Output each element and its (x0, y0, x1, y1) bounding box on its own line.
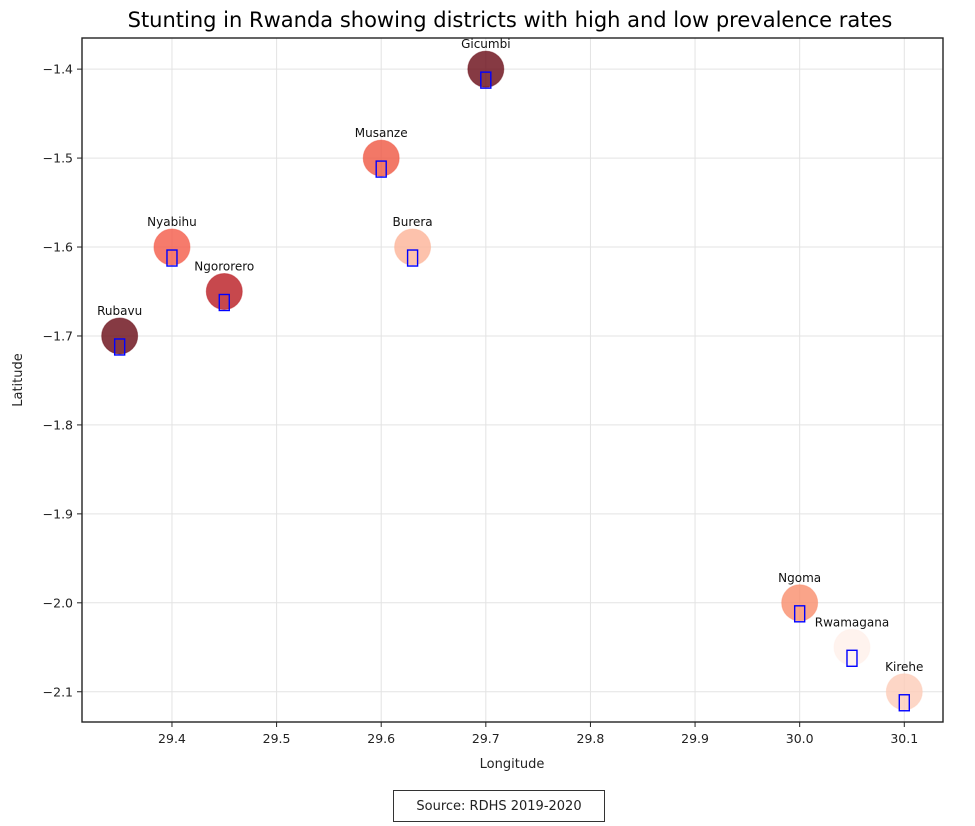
point-label: Rwamagana (815, 615, 889, 629)
data-point-kirehe: Kirehe (885, 660, 923, 712)
x-axis-ticks: 29.4 29.5 29.6 29.7 29.8 29.9 30.0 30.1 (158, 722, 918, 746)
point-marker (467, 50, 505, 88)
point-label: Ngororero (194, 259, 254, 273)
point-marker (101, 317, 139, 355)
data-point-ngoma: Ngoma (778, 571, 821, 623)
missing-glyph-box (375, 160, 387, 178)
x-tick-label: 30.1 (890, 731, 918, 746)
point-marker (781, 584, 819, 622)
x-tick-label: 29.6 (367, 731, 395, 746)
y-axis-ticks: −1.4 −1.5 −1.6 −1.7 −1.8 −1.9 −2.0 −2.1 (43, 62, 82, 699)
x-tick-label: 29.9 (681, 731, 709, 746)
point-label: Musanze (355, 126, 408, 140)
x-tick-label: 29.7 (472, 731, 500, 746)
missing-glyph-box (793, 605, 806, 623)
point-label: Gicumbi (461, 37, 510, 51)
y-axis-label: Latitude (11, 353, 26, 407)
missing-glyph-box (166, 249, 178, 267)
point-label: Rubavu (97, 304, 142, 318)
x-tick-label: 29.5 (263, 731, 291, 746)
missing-glyph-box (113, 338, 126, 356)
missing-glyph-box (480, 71, 492, 89)
point-marker (833, 628, 871, 666)
data-point-musanze: Musanze (355, 126, 408, 178)
y-tick-label: −2.1 (43, 684, 73, 699)
point-label: Nyabihu (147, 215, 197, 229)
data-point-burera: Burera (392, 215, 433, 267)
x-tick-label: 29.4 (158, 731, 186, 746)
source-annotation: Source: RDHS 2019-2020 (393, 790, 605, 822)
plot-frame (81, 37, 944, 723)
y-tick-label: −1.8 (43, 417, 73, 432)
grid-lines (82, 38, 943, 722)
data-points: Gicumbi Musanze Nyabihu Burera Ngororero Ruba… (97, 37, 923, 712)
y-tick-label: −1.9 (43, 506, 73, 521)
x-tick-label: 30.0 (786, 731, 814, 746)
y-tick-label: −1.5 (43, 151, 73, 166)
point-label: Kirehe (885, 660, 923, 674)
point-label: Burera (392, 215, 432, 229)
point-marker (153, 228, 191, 266)
y-tick-label: −2.0 (43, 595, 73, 610)
missing-glyph-box (898, 694, 910, 712)
data-point-nyabihu: Nyabihu (147, 215, 197, 267)
y-tick-label: −1.6 (43, 240, 73, 255)
missing-glyph-box (846, 649, 858, 667)
y-tick-label: −1.4 (43, 62, 73, 77)
data-point-rubavu: Rubavu (97, 304, 142, 356)
x-axis-label: Longitude (480, 757, 545, 772)
point-label: Ngoma (778, 571, 821, 585)
missing-glyph-box (218, 293, 230, 312)
data-point-ngororero: Ngororero (194, 259, 254, 312)
data-point-rwamagana: Rwamagana (815, 615, 889, 667)
x-tick-label: 29.8 (577, 731, 605, 746)
point-marker (885, 673, 923, 711)
missing-glyph-box (406, 249, 419, 267)
chart-title: Stunting in Rwanda showing districts wit… (128, 8, 893, 32)
point-marker (362, 139, 400, 177)
data-point-gicumbi: Gicumbi (461, 37, 511, 89)
y-tick-label: −1.7 (43, 328, 73, 343)
point-marker (394, 228, 432, 266)
point-marker (205, 272, 243, 310)
